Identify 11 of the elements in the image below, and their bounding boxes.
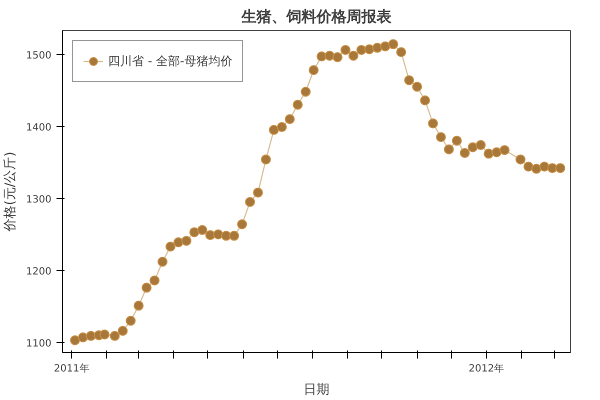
y-tick-label: 1200 [26,266,52,278]
y-axis-title: 价格(元/公斤) [3,152,18,232]
legend-label: 四川省 - 全部-母猪均价 [108,52,232,70]
chart-title: 生猪、饲料价格周报表 [240,8,392,26]
y-tick-label: 1500 [26,50,52,62]
y-tick-label: 1400 [26,122,52,134]
x-tick-label: 2011年 [54,362,90,374]
y-tick-label: 1100 [26,338,52,350]
x-axis-title: 日期 [304,382,330,398]
y-tick-label: 1300 [26,194,52,206]
x-tick-label: 2012年 [468,362,504,374]
